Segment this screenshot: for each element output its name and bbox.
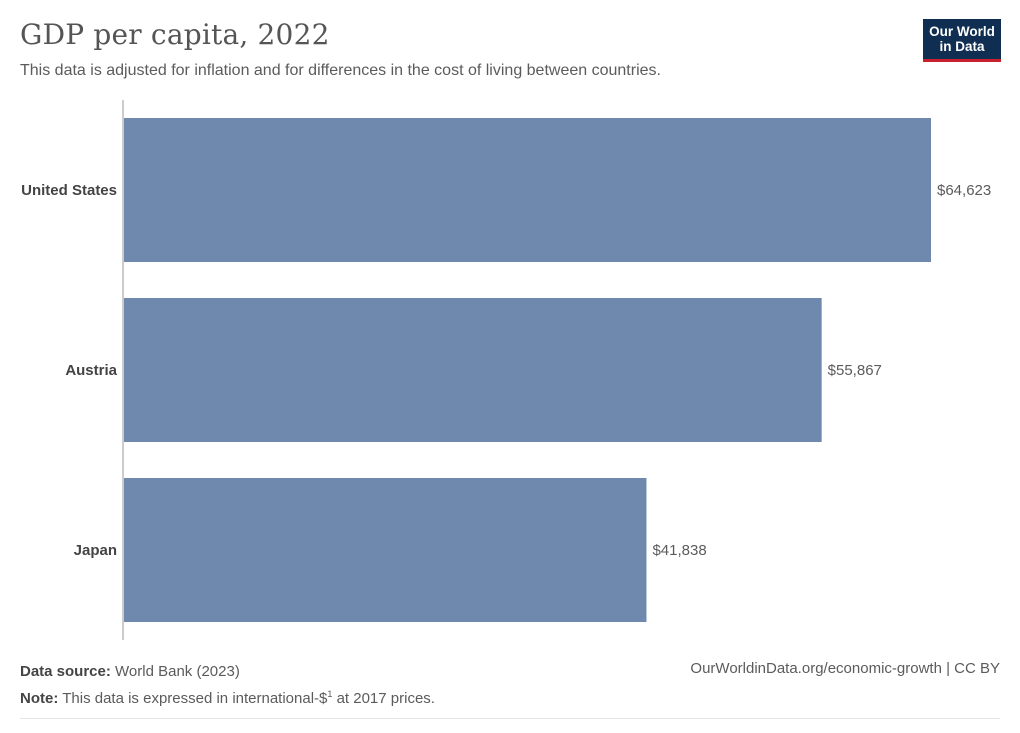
note-text-end: at 2017 prices. <box>332 690 435 707</box>
data-source-label: Data source: <box>20 663 111 680</box>
note-line: Note: This data is expressed in internat… <box>20 683 435 710</box>
note-footnote-ref[interactable]: 1 <box>327 689 333 699</box>
logo-line-1: Our World <box>929 24 995 39</box>
bar-united-states[interactable] <box>124 118 931 262</box>
category-label-united-states: United States <box>21 182 117 199</box>
chart-title: GDP per capita, 2022 <box>20 18 330 51</box>
logo-line-2: in Data <box>939 39 985 54</box>
data-source-link[interactable]: World Bank (2023) <box>115 663 240 680</box>
owid-logo[interactable]: Our World in Data <box>923 19 1001 62</box>
note-text: This data is expressed in international-… <box>62 690 328 707</box>
category-label-japan: Japan <box>74 542 117 559</box>
bar-austria[interactable] <box>124 298 822 442</box>
note-label: Note: <box>20 690 59 707</box>
value-label-united-states: $64,623 <box>937 182 991 199</box>
bar-chart: United States $64,623 Austria $55,867 Japan $… <box>21 100 991 640</box>
bar-japan[interactable] <box>124 478 647 622</box>
footer-divider <box>20 718 1000 719</box>
value-label-japan: $41,838 <box>652 542 706 559</box>
value-label-austria: $55,867 <box>828 362 882 379</box>
data-source-line: Data source: World Bank (2023) <box>20 660 435 683</box>
footer-notes: Data source: World Bank (2023) Note: Thi… <box>20 660 435 710</box>
chart-subtitle: This data is adjusted for inflation and … <box>20 62 661 79</box>
category-label-austria: Austria <box>65 362 117 379</box>
footer-url[interactable]: OurWorldinData.org/economic-growth | CC … <box>690 660 1000 677</box>
